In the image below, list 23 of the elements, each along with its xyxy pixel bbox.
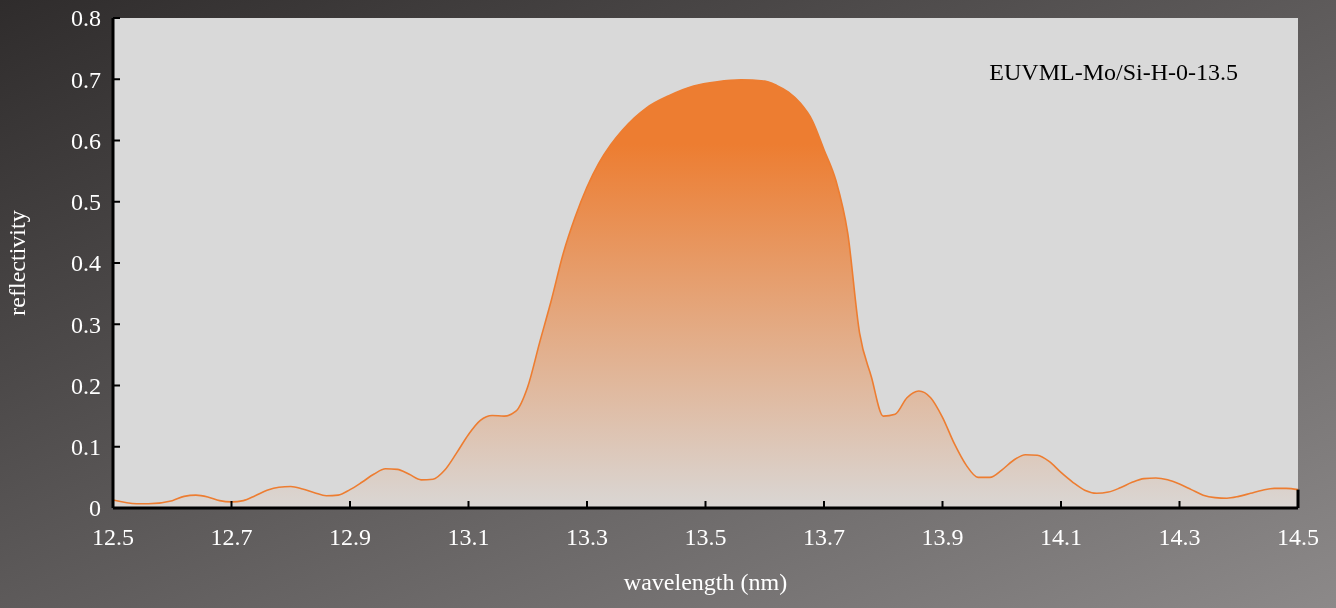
x-tick-label: 13.7: [803, 524, 845, 550]
x-tick-label: 14.3: [1158, 524, 1201, 550]
x-tick-label: 14.1: [1040, 524, 1082, 550]
x-tick-label: 13.3: [566, 524, 608, 550]
annotation: EUVML-Mo/Si-H-0-13.5: [989, 59, 1238, 85]
y-tick-label: 0.3: [71, 311, 101, 338]
y-tick-label: 0.4: [71, 250, 101, 277]
y-tick-label: 0.7: [71, 66, 101, 93]
y-tick-label: 0.5: [71, 189, 101, 216]
x-tick-label: 13.5: [684, 524, 727, 550]
x-axis-title: wavelength (nm): [623, 569, 788, 595]
x-tick-label: 14.5: [1277, 524, 1319, 550]
x-tick-label: 13.1: [447, 524, 490, 550]
y-tick-label: 0.2: [71, 372, 101, 399]
y-axis-title: reflectivity: [4, 210, 30, 316]
x-tick-label: 12.9: [329, 524, 371, 550]
x-tick-label: 12.7: [210, 524, 253, 550]
y-tick-label: 0: [89, 495, 101, 522]
x-tick-label: 13.9: [921, 524, 964, 550]
y-tick-label: 0.8: [71, 5, 101, 32]
y-tick-label: 0.6: [71, 127, 101, 154]
y-tick-label: 0.1: [71, 434, 101, 461]
x-tick-label: 12.5: [92, 524, 134, 550]
